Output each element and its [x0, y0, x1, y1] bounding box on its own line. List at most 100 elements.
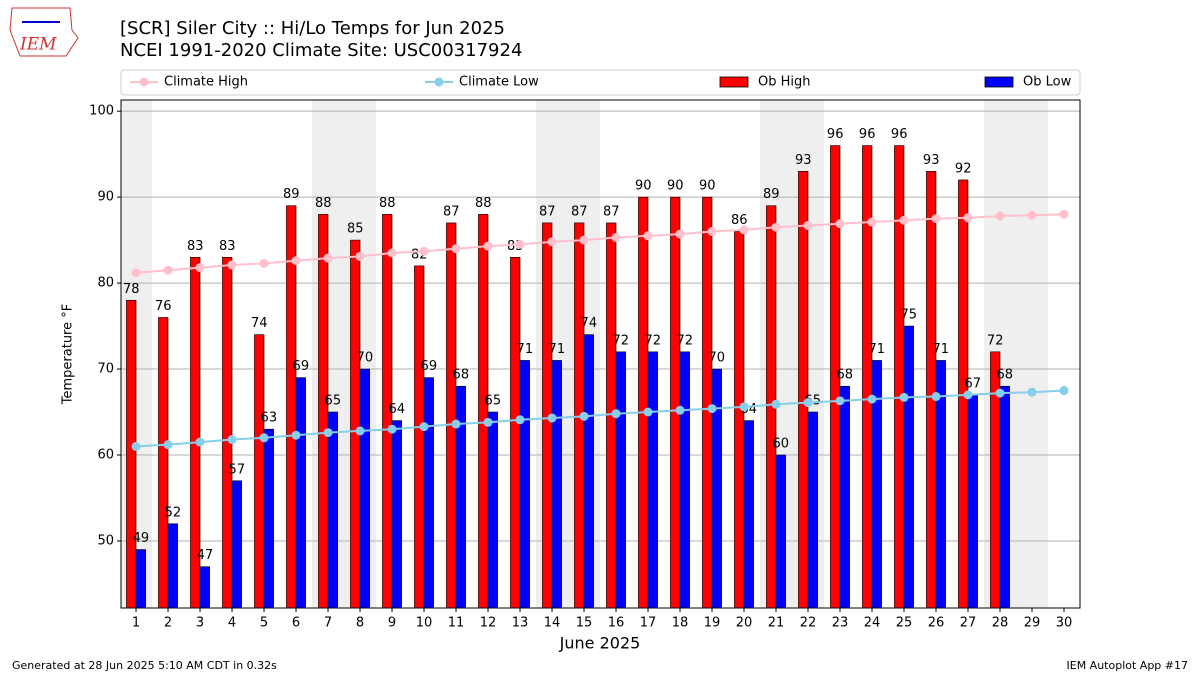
x-tick-label: 21: [768, 616, 785, 631]
line-marker: [675, 405, 685, 415]
logo: IEM: [9, 7, 79, 57]
line-marker: [483, 417, 493, 427]
value-label: 65: [485, 394, 502, 409]
value-label: 72: [987, 333, 1004, 348]
legend-swatch: [984, 76, 1014, 88]
line-marker: [739, 225, 749, 235]
bar: [158, 317, 169, 609]
legend-label: Ob High: [758, 75, 811, 90]
line-marker: [867, 394, 877, 404]
y-tick-label: 60: [97, 447, 114, 462]
value-label: 75: [901, 308, 918, 323]
line-marker: [643, 231, 653, 241]
line-marker: [547, 413, 557, 423]
line-marker: [611, 233, 621, 243]
y-tick-label: 100: [89, 104, 114, 119]
bar: [670, 196, 681, 609]
line-marker: [963, 213, 973, 223]
bar: [583, 334, 594, 609]
bar: [231, 480, 242, 609]
value-label: 68: [837, 368, 854, 383]
x-tick-label: 25: [896, 616, 913, 631]
x-tick-label: 14: [544, 616, 561, 631]
line-marker: [451, 244, 461, 254]
line-marker: [323, 253, 333, 263]
value-label: 86: [731, 213, 748, 228]
x-axis-label: June 2025: [559, 634, 641, 653]
line-marker: [771, 222, 781, 232]
x-tick-label: 22: [800, 616, 817, 631]
value-label: 67: [965, 376, 982, 391]
bar: [414, 265, 425, 609]
x-tick-label: 18: [672, 616, 689, 631]
x-tick-label: 1: [132, 616, 140, 631]
logo-text: IEM: [19, 35, 57, 55]
value-label: 69: [421, 359, 438, 374]
line-marker: [579, 411, 589, 421]
bar: [510, 256, 521, 609]
value-label: 90: [667, 179, 684, 194]
line-marker: [515, 415, 525, 425]
y-tick-label: 50: [97, 533, 114, 548]
value-label: 71: [933, 342, 950, 357]
footer-right: IEM Autoplot App #17: [1067, 659, 1189, 672]
value-label: 49: [133, 531, 150, 546]
value-label: 68: [997, 368, 1014, 383]
line-marker: [515, 239, 525, 249]
value-label: 93: [923, 153, 940, 168]
line-marker: [227, 435, 237, 445]
line-marker: [931, 392, 941, 402]
bar: [327, 411, 338, 609]
value-label: 71: [517, 342, 534, 357]
value-label: 87: [571, 204, 588, 219]
bar: [798, 171, 809, 609]
line-marker: [387, 424, 397, 434]
line-marker: [163, 265, 173, 275]
bar: [862, 145, 873, 609]
line-marker: [931, 214, 941, 224]
line-marker: [899, 392, 909, 402]
bar: [926, 171, 937, 609]
value-label: 70: [709, 351, 726, 366]
x-tick-label: 28: [992, 616, 1009, 631]
x-tick-label: 30: [1056, 616, 1073, 631]
bar: [702, 196, 713, 609]
value-label: 96: [827, 127, 844, 142]
value-label: 74: [251, 316, 268, 331]
x-tick-label: 13: [512, 616, 529, 631]
x-tick-label: 29: [1024, 616, 1041, 631]
bar: [999, 385, 1010, 609]
bar: [807, 411, 818, 609]
line-marker: [131, 441, 141, 451]
line-marker: [259, 258, 269, 268]
bar: [519, 360, 530, 609]
value-label: 89: [763, 187, 780, 202]
line-marker: [195, 263, 205, 273]
bar: [391, 420, 402, 609]
bar: [222, 256, 233, 609]
bar: [455, 385, 466, 609]
bar: [199, 566, 210, 609]
line-marker: [323, 428, 333, 438]
line-marker: [579, 235, 589, 245]
line-marker: [291, 256, 301, 266]
value-label: 70: [357, 351, 374, 366]
bar: [126, 299, 137, 609]
value-label: 83: [219, 239, 236, 254]
line-marker: [227, 260, 237, 270]
bar: [487, 411, 498, 609]
line-marker: [419, 246, 429, 256]
value-label: 88: [475, 196, 492, 211]
value-label: 64: [389, 402, 406, 417]
bar: [295, 377, 306, 609]
value-label: 71: [869, 342, 886, 357]
line-marker: [739, 402, 749, 412]
value-label: 60: [773, 436, 790, 451]
bar: [446, 222, 457, 609]
y-tick-label: 70: [97, 362, 114, 377]
y-tick-label: 80: [97, 276, 114, 291]
x-tick-label: 12: [480, 616, 497, 631]
line-marker: [771, 399, 781, 409]
value-label: 72: [645, 333, 662, 348]
bar: [615, 351, 626, 609]
